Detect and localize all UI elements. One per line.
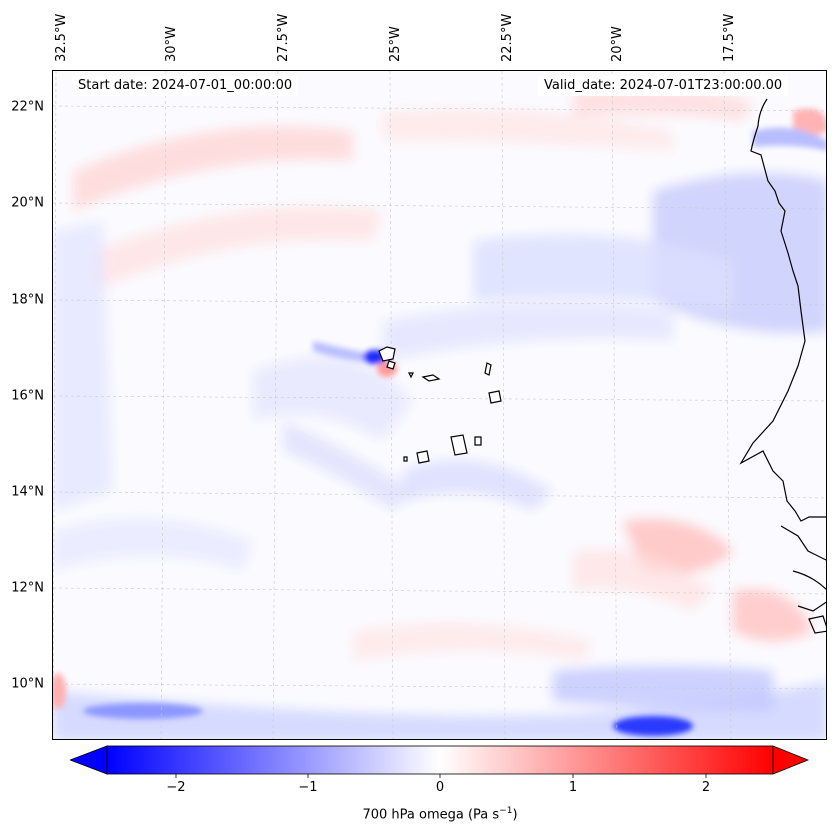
omega-field <box>53 71 826 739</box>
lon-label-22-5w: 22.5°W <box>500 13 515 62</box>
lat-label-12n: 12°N <box>11 580 44 596</box>
cape-verde-islands <box>378 346 502 464</box>
lon-label-27-5w: 27.5°W <box>276 13 291 62</box>
colorbar-ticks <box>175 774 707 778</box>
start-date-label: Start date: 2024-07-01_00:00:00 <box>72 76 299 96</box>
lon-label-30w: 30°W <box>164 26 179 62</box>
colorbar-tick-neg1: −1 <box>298 780 318 795</box>
lon-label-25w: 25°W <box>388 26 403 62</box>
lon-label-32-5w: 32.5°W <box>54 13 69 62</box>
colorbar-tick-neg2: −2 <box>166 780 186 795</box>
lat-label-16n: 16°N <box>11 388 44 404</box>
lat-label-10n: 10°N <box>11 676 44 692</box>
colorbar-tick-0: 0 <box>435 780 445 795</box>
lon-label-17-5w: 17.5°W <box>722 13 737 62</box>
lon-label-20w: 20°W <box>610 26 625 62</box>
lat-label-14n: 14°N <box>11 484 44 500</box>
map-panel <box>52 70 827 740</box>
valid-date-label: Valid_date: 2024-07-01T23:00:00.00 <box>538 76 789 96</box>
lat-label-18n: 18°N <box>11 292 44 308</box>
colorbar-min-extend <box>70 745 108 775</box>
field-strong-features <box>53 108 826 736</box>
colorbar-gradient <box>106 745 774 775</box>
colorbar-tick-2: 2 <box>701 780 711 795</box>
graticule <box>53 71 826 739</box>
lat-label-20n: 20°N <box>11 195 44 211</box>
field-pattern <box>53 87 826 739</box>
colorbar-label: 700 hPa omega (Pa s−1) <box>362 806 518 823</box>
colorbar <box>70 745 810 778</box>
coastline <box>739 98 826 634</box>
colorbar-max-extend <box>772 745 810 775</box>
lat-label-22n: 22°N <box>11 99 44 115</box>
colorbar-tick-1: 1 <box>568 780 578 795</box>
